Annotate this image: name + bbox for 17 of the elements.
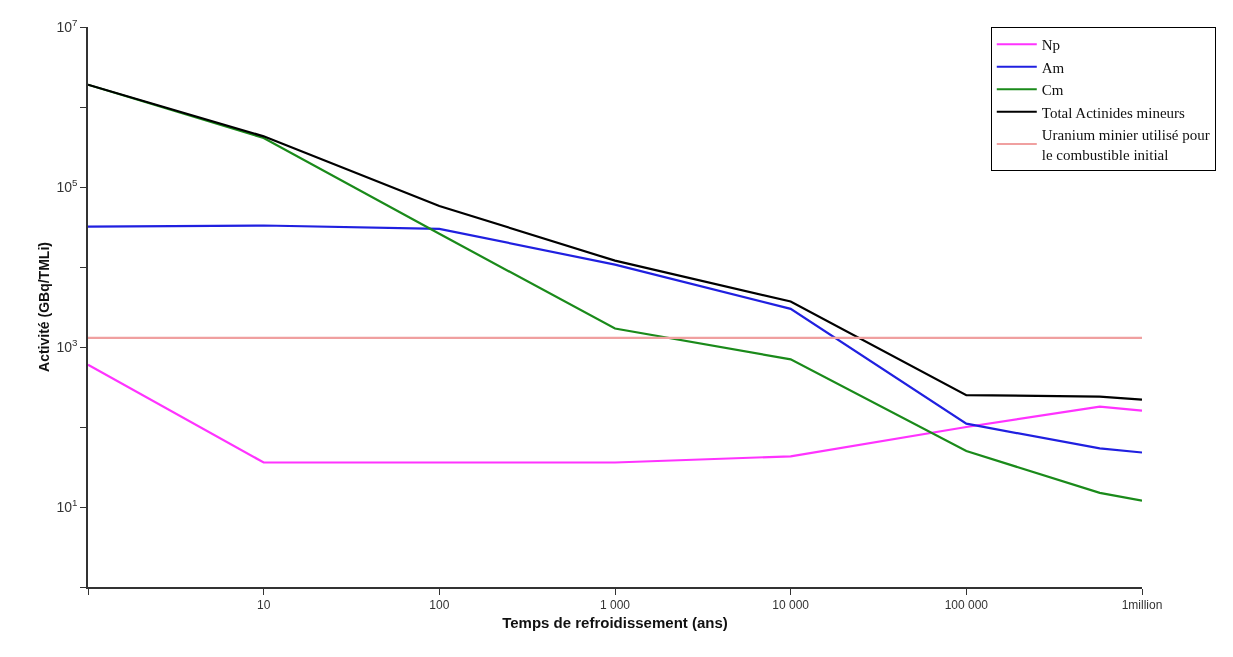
legend-label: Cm xyxy=(1041,82,1064,99)
legend-label: Uranium minier utilisé pour le combustible initial xyxy=(1041,127,1210,163)
y-axis-title: Activité (GBq/TMLi) xyxy=(35,242,52,372)
y-tick-label: 10$^{5}$ xyxy=(56,177,78,195)
y-tick-label: 10$^{3}$ xyxy=(56,337,78,355)
x-tick-label: 1million xyxy=(1121,598,1163,613)
legend-label: Np xyxy=(1041,37,1061,54)
legend-label: Total Actinides mineurs xyxy=(1041,104,1186,121)
y-tick-label: 10$^{1}$ xyxy=(56,497,78,515)
x-tick-label: 1 000 xyxy=(599,598,631,613)
x-tick-label: 10 xyxy=(256,598,271,613)
x-axis-title: Temps de refroidissement (ans) xyxy=(502,613,728,631)
x-tick-label: 100 000 xyxy=(944,598,989,613)
x-tick-label: 100 xyxy=(429,598,450,613)
x-tick-label: 10 000 xyxy=(772,598,810,613)
legend-label: Am xyxy=(1041,59,1065,76)
y-tick-label: 10$^{7}$ xyxy=(56,17,78,35)
